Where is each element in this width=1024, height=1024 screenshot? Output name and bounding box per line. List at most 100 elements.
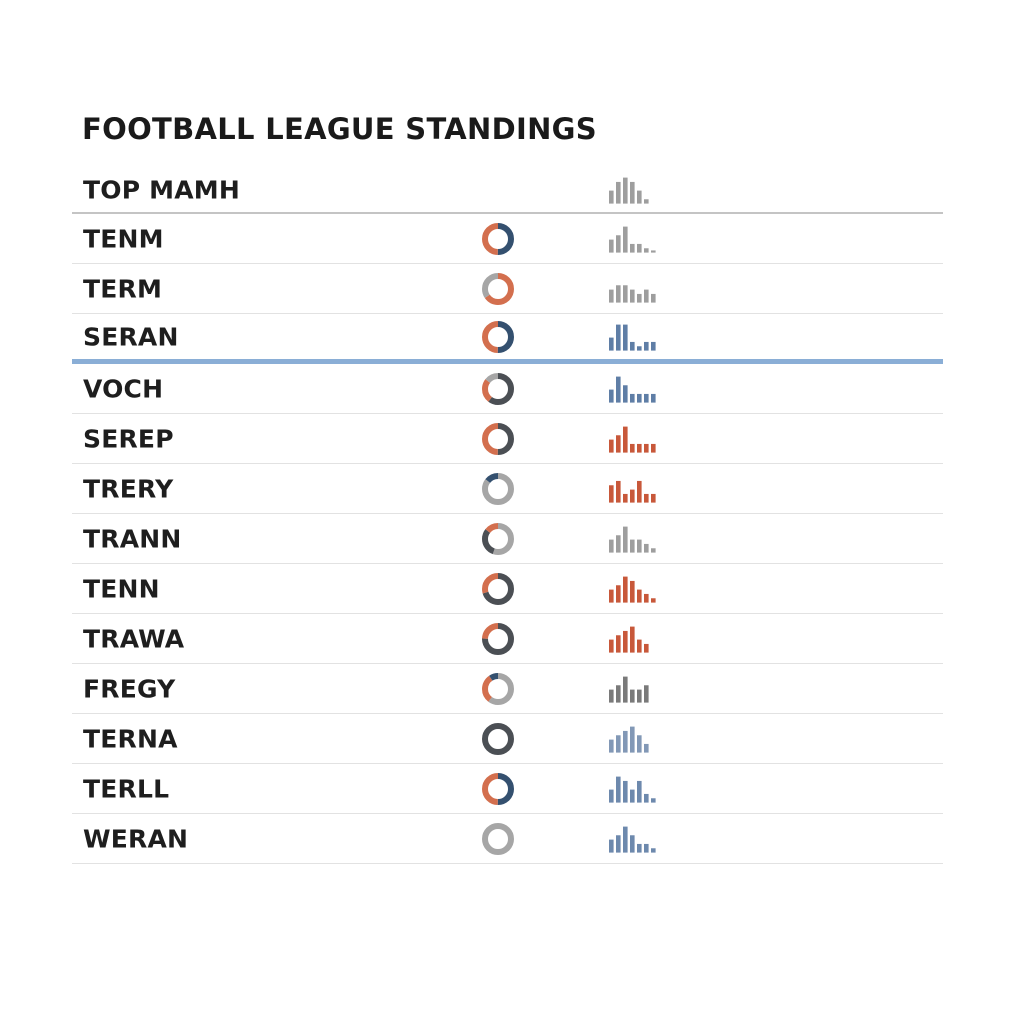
- form-bar: [609, 839, 614, 853]
- donut-segment: [482, 672, 514, 705]
- result-donut: [482, 320, 514, 353]
- form-bar: [637, 589, 642, 603]
- donut-segment: [482, 222, 514, 255]
- form-bar: [609, 239, 614, 253]
- form-bar: [623, 576, 628, 603]
- form-bar: [609, 539, 614, 553]
- result-donut: [482, 772, 514, 805]
- form-bar: [623, 730, 628, 753]
- form-bar: [630, 341, 635, 351]
- form-bar: [609, 689, 614, 703]
- team-name: FREGY: [83, 674, 176, 703]
- form-bar: [644, 393, 649, 403]
- form-bar: [623, 324, 628, 351]
- table-row: WERAN: [72, 814, 943, 864]
- donut-segment: [482, 422, 514, 455]
- result-donut: [482, 422, 514, 455]
- team-name: SEREP: [83, 424, 174, 453]
- form-sparkline: [609, 826, 656, 853]
- form-bar: [616, 634, 621, 653]
- form-bar: [616, 234, 621, 253]
- result-donut: [482, 672, 514, 705]
- form-bar: [609, 484, 614, 503]
- form-bar: [609, 739, 614, 753]
- donut-segment: [482, 372, 514, 405]
- form-bar: [651, 847, 656, 853]
- donut-segment: [482, 522, 514, 555]
- form-bar: [637, 443, 642, 453]
- form-sparkline: [609, 776, 656, 803]
- table-header-row: TOP MAMH: [72, 168, 943, 214]
- form-bar: [644, 684, 649, 703]
- form-sparkline: [609, 576, 656, 603]
- form-bar: [616, 734, 621, 753]
- team-name: TRAWA: [83, 624, 185, 653]
- form-bar: [630, 393, 635, 403]
- form-bar: [616, 480, 621, 503]
- form-bar: [644, 289, 649, 303]
- form-bar: [651, 249, 656, 253]
- form-bar: [637, 843, 642, 853]
- form-bar: [630, 626, 635, 653]
- form-bar: [637, 639, 642, 653]
- form-bar: [609, 389, 614, 403]
- form-bar: [609, 589, 614, 603]
- form-bar: [651, 293, 656, 303]
- form-bar: [651, 493, 656, 503]
- form-sparkline: [609, 324, 656, 351]
- form-bar: [623, 526, 628, 553]
- result-donut: [482, 522, 514, 555]
- form-bar: [637, 345, 642, 351]
- form-bar: [651, 393, 656, 403]
- form-bar: [616, 684, 621, 703]
- result-donut: [482, 572, 514, 605]
- page-title: FOOTBALL LEAGUE STANDINGS: [82, 112, 597, 146]
- form-bar: [644, 247, 649, 253]
- form-bar: [637, 293, 642, 303]
- form-bar: [623, 226, 628, 253]
- form-bar: [630, 834, 635, 853]
- donut-segment: [482, 522, 514, 555]
- result-donut: [482, 272, 514, 305]
- table-row: TENN: [72, 564, 943, 614]
- table-row: SEREP: [72, 414, 943, 464]
- form-bar: [651, 797, 656, 803]
- donut-segment: [482, 272, 514, 305]
- team-name: WERAN: [83, 824, 189, 853]
- donut-segment: [482, 722, 514, 755]
- form-bar: [651, 597, 656, 603]
- table-row: FREGY: [72, 664, 943, 714]
- form-bar: [630, 580, 635, 603]
- form-bar: [609, 639, 614, 653]
- form-bar: [630, 689, 635, 703]
- form-bar: [630, 181, 635, 204]
- form-bar: [616, 584, 621, 603]
- result-donut: [482, 222, 514, 255]
- form-sparkline: [609, 426, 656, 453]
- form-bar: [630, 726, 635, 753]
- header-label: TOP MAMH: [83, 175, 240, 205]
- form-bar: [616, 434, 621, 453]
- donut-segment: [482, 572, 514, 605]
- donut-segment: [482, 672, 514, 705]
- form-bar: [630, 489, 635, 503]
- form-bar: [623, 177, 628, 204]
- donut-segment: [482, 472, 514, 505]
- form-bar: [637, 243, 642, 253]
- form-bar: [616, 776, 621, 803]
- result-donut: [482, 622, 514, 655]
- form-bar: [637, 480, 642, 503]
- form-bar: [644, 643, 649, 653]
- table-row: TRAWA: [72, 614, 943, 664]
- form-bar: [630, 243, 635, 253]
- form-sparkline: [609, 726, 649, 753]
- form-sparkline: [609, 626, 649, 653]
- table-row: TRERY: [72, 464, 943, 514]
- form-sparkline: [609, 526, 656, 553]
- team-name: TENM: [83, 224, 164, 253]
- form-bar: [609, 789, 614, 803]
- team-name: TERNA: [83, 724, 178, 753]
- form-bar: [623, 780, 628, 803]
- form-bar: [609, 337, 614, 351]
- form-bar: [651, 443, 656, 453]
